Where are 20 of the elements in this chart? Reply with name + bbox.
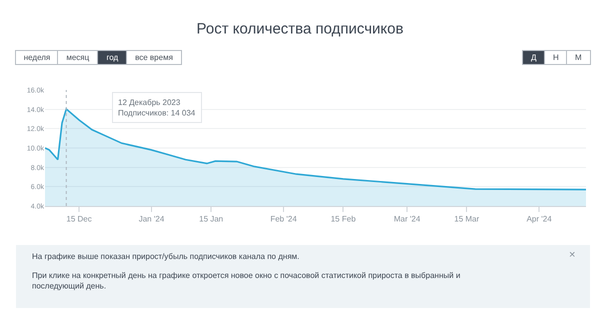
x-tick-label: 15 Dec: [66, 214, 92, 224]
text: месяц: [66, 53, 90, 62]
text: год: [106, 53, 119, 62]
x-tick-label: 15 Mar: [454, 214, 480, 224]
text: М: [575, 53, 582, 62]
text: На графике выше показан прирост/убыль подписчиков канала по дням.: [32, 252, 300, 261]
x-tick-label: Feb '24: [270, 214, 298, 224]
text: неделя: [24, 53, 50, 62]
x-tick-label: 15 Feb: [330, 214, 356, 224]
x-tick-label: Mar '24: [394, 214, 421, 224]
x-tick-label: Apr '24: [526, 214, 552, 224]
x-tick-label: 15 Jan: [199, 214, 224, 224]
annotation: 12 Декабрь 2023 Подписчиков: 14 034: [118, 98, 196, 118]
text: все время: [135, 53, 173, 62]
text: При клике на конкретный день на графике откроется новое окно с почасовой статистикой прироста в выбранный и последующий день.: [32, 271, 460, 290]
text: ×: [569, 249, 576, 261]
x-tick-label: Jan '24: [138, 214, 165, 224]
text: Д: [531, 53, 537, 62]
text: Н: [553, 53, 559, 62]
chart-title: Рост количества подписчиков: [196, 20, 404, 38]
